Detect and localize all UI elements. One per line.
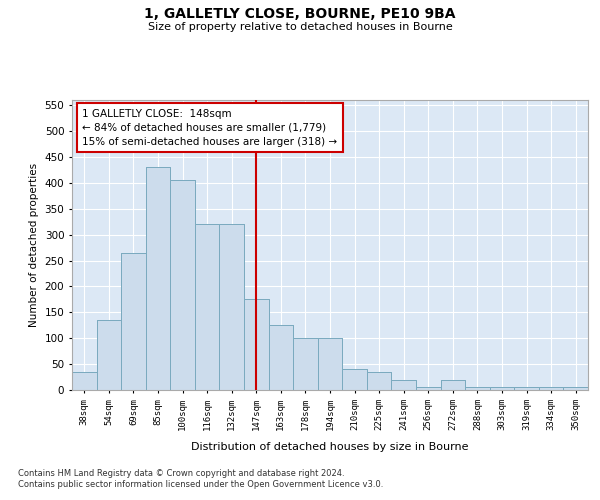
Bar (490, 388, 514, 390)
Bar (440, 380, 465, 390)
Bar (195, 224, 220, 390)
Bar (539, 388, 563, 390)
Bar (342, 370, 367, 390)
Text: 1 GALLETLY CLOSE:  148sqm
← 84% of detached houses are smaller (1,779)
15% of se: 1 GALLETLY CLOSE: 148sqm ← 84% of detach… (82, 108, 337, 146)
Bar (514, 388, 539, 390)
Bar (514, 388, 539, 390)
Bar (318, 338, 342, 390)
Bar (465, 388, 490, 390)
Bar (416, 388, 440, 390)
Text: 1, GALLETLY CLOSE, BOURNE, PE10 9BA: 1, GALLETLY CLOSE, BOURNE, PE10 9BA (144, 8, 456, 22)
Bar (490, 388, 514, 390)
Text: Size of property relative to detached houses in Bourne: Size of property relative to detached ho… (148, 22, 452, 32)
Bar (440, 380, 465, 390)
Bar (391, 380, 416, 390)
Bar (220, 224, 244, 390)
Text: Contains public sector information licensed under the Open Government Licence v3: Contains public sector information licen… (18, 480, 383, 489)
Bar (293, 338, 318, 390)
Bar (146, 168, 170, 390)
Bar (146, 168, 170, 390)
Bar (391, 380, 416, 390)
Bar (72, 372, 97, 390)
Bar (367, 372, 391, 390)
Bar (170, 180, 195, 390)
Bar (72, 372, 97, 390)
Text: Contains HM Land Registry data © Crown copyright and database right 2024.: Contains HM Land Registry data © Crown c… (18, 468, 344, 477)
Bar (416, 388, 440, 390)
Bar (269, 326, 293, 390)
Bar (539, 388, 563, 390)
Bar (563, 388, 588, 390)
Bar (293, 338, 318, 390)
Y-axis label: Number of detached properties: Number of detached properties (29, 163, 39, 327)
Bar (170, 180, 195, 390)
Bar (220, 224, 244, 390)
Bar (195, 224, 220, 390)
Bar (342, 370, 367, 390)
Bar (465, 388, 490, 390)
Bar (367, 372, 391, 390)
Bar (269, 326, 293, 390)
Bar (244, 300, 269, 390)
Bar (121, 253, 146, 390)
Text: Distribution of detached houses by size in Bourne: Distribution of detached houses by size … (191, 442, 469, 452)
Bar (318, 338, 342, 390)
Bar (244, 300, 269, 390)
Bar (121, 253, 146, 390)
Bar (97, 320, 121, 390)
Bar (97, 320, 121, 390)
Bar (563, 388, 588, 390)
